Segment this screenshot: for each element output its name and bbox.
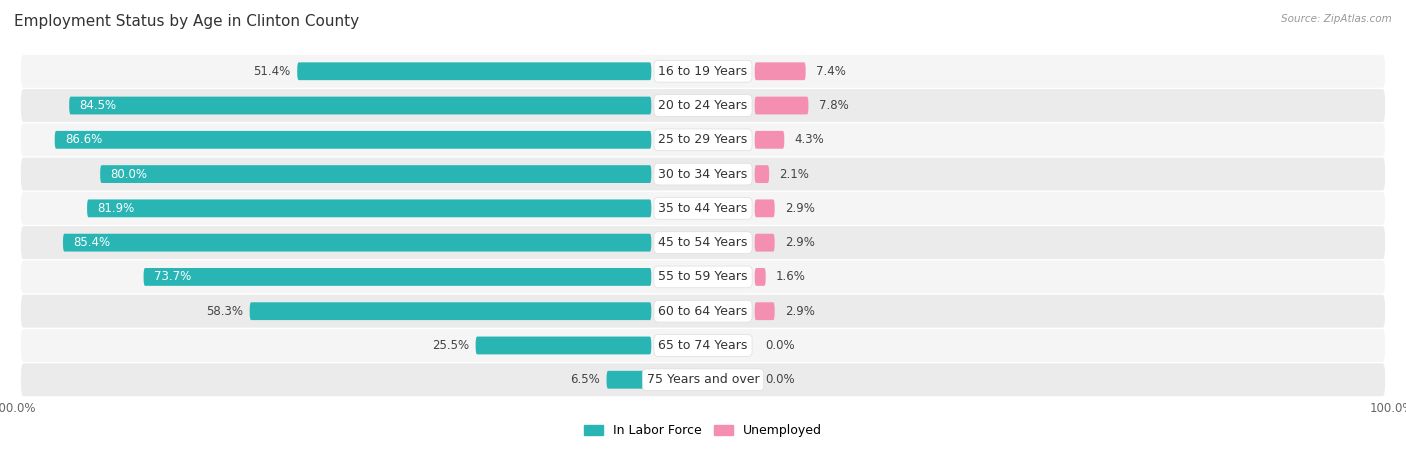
- Text: 45 to 54 Years: 45 to 54 Years: [658, 236, 748, 249]
- Text: 1.6%: 1.6%: [776, 271, 806, 283]
- Text: 30 to 34 Years: 30 to 34 Years: [658, 168, 748, 180]
- Text: 86.6%: 86.6%: [65, 133, 103, 146]
- Text: Source: ZipAtlas.com: Source: ZipAtlas.com: [1281, 14, 1392, 23]
- FancyBboxPatch shape: [69, 97, 651, 115]
- FancyBboxPatch shape: [55, 131, 651, 149]
- Text: 80.0%: 80.0%: [111, 168, 148, 180]
- Text: 25 to 29 Years: 25 to 29 Years: [658, 133, 748, 146]
- Text: 20 to 24 Years: 20 to 24 Years: [658, 99, 748, 112]
- Text: 55 to 59 Years: 55 to 59 Years: [658, 271, 748, 283]
- FancyBboxPatch shape: [21, 55, 1385, 87]
- FancyBboxPatch shape: [21, 226, 1385, 259]
- Text: 7.4%: 7.4%: [815, 65, 846, 78]
- FancyBboxPatch shape: [297, 62, 651, 80]
- Text: 51.4%: 51.4%: [253, 65, 290, 78]
- Text: 75 Years and over: 75 Years and over: [647, 373, 759, 386]
- Text: 25.5%: 25.5%: [432, 339, 468, 352]
- FancyBboxPatch shape: [143, 268, 651, 286]
- Text: 2.9%: 2.9%: [785, 236, 815, 249]
- Text: 0.0%: 0.0%: [765, 339, 794, 352]
- FancyBboxPatch shape: [21, 329, 1385, 362]
- FancyBboxPatch shape: [250, 302, 651, 320]
- Text: 2.9%: 2.9%: [785, 305, 815, 318]
- FancyBboxPatch shape: [21, 261, 1385, 293]
- Text: 73.7%: 73.7%: [153, 271, 191, 283]
- FancyBboxPatch shape: [21, 192, 1385, 225]
- FancyBboxPatch shape: [21, 364, 1385, 396]
- FancyBboxPatch shape: [755, 165, 769, 183]
- FancyBboxPatch shape: [87, 199, 651, 217]
- Text: 65 to 74 Years: 65 to 74 Years: [658, 339, 748, 352]
- FancyBboxPatch shape: [21, 158, 1385, 190]
- FancyBboxPatch shape: [755, 199, 775, 217]
- Text: 35 to 44 Years: 35 to 44 Years: [658, 202, 748, 215]
- Text: Employment Status by Age in Clinton County: Employment Status by Age in Clinton Coun…: [14, 14, 359, 28]
- FancyBboxPatch shape: [475, 336, 651, 354]
- FancyBboxPatch shape: [21, 295, 1385, 327]
- FancyBboxPatch shape: [100, 165, 651, 183]
- Text: 2.9%: 2.9%: [785, 202, 815, 215]
- Text: 84.5%: 84.5%: [80, 99, 117, 112]
- FancyBboxPatch shape: [21, 89, 1385, 122]
- FancyBboxPatch shape: [63, 234, 651, 252]
- Text: 85.4%: 85.4%: [73, 236, 111, 249]
- FancyBboxPatch shape: [606, 371, 651, 389]
- Text: 7.8%: 7.8%: [818, 99, 848, 112]
- Text: 6.5%: 6.5%: [569, 373, 599, 386]
- Text: 4.3%: 4.3%: [794, 133, 824, 146]
- FancyBboxPatch shape: [755, 234, 775, 252]
- Text: 60 to 64 Years: 60 to 64 Years: [658, 305, 748, 318]
- FancyBboxPatch shape: [755, 62, 806, 80]
- FancyBboxPatch shape: [755, 97, 808, 115]
- Legend: In Labor Force, Unemployed: In Labor Force, Unemployed: [579, 419, 827, 442]
- Text: 0.0%: 0.0%: [765, 373, 794, 386]
- Text: 16 to 19 Years: 16 to 19 Years: [658, 65, 748, 78]
- FancyBboxPatch shape: [21, 124, 1385, 156]
- FancyBboxPatch shape: [755, 131, 785, 149]
- Text: 58.3%: 58.3%: [205, 305, 243, 318]
- FancyBboxPatch shape: [755, 302, 775, 320]
- Text: 81.9%: 81.9%: [97, 202, 135, 215]
- FancyBboxPatch shape: [755, 268, 766, 286]
- Text: 2.1%: 2.1%: [779, 168, 810, 180]
